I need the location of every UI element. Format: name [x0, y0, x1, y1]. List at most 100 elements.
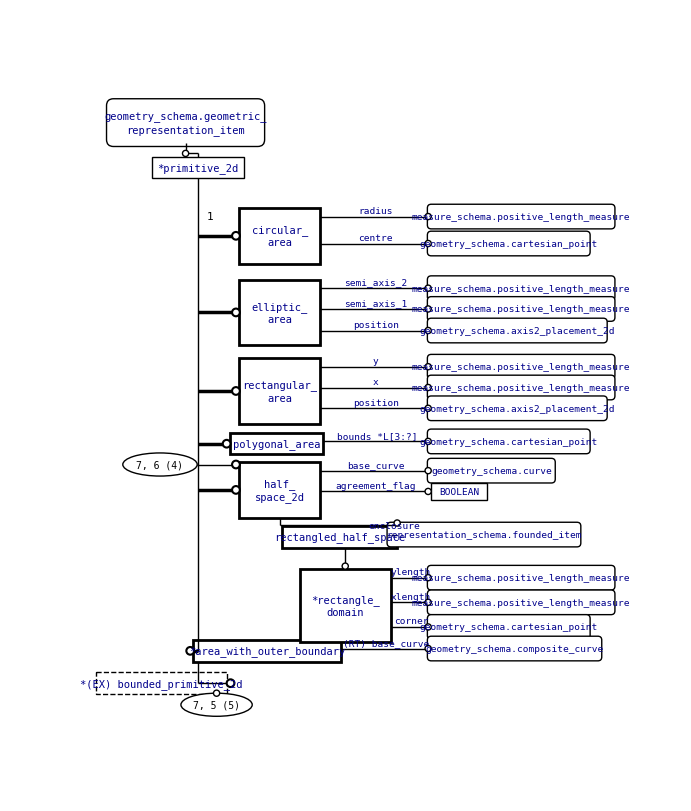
Text: geometry_schema.cartesian_point: geometry_schema.cartesian_point [419, 240, 598, 249]
Text: elliptic_
area: elliptic_ area [252, 302, 308, 324]
FancyBboxPatch shape [427, 298, 615, 322]
Bar [239, 462, 321, 518]
Circle shape [187, 647, 194, 655]
Circle shape [232, 388, 240, 395]
Text: measure_schema.positive_length_measure: measure_schema.positive_length_measure [412, 285, 630, 294]
Text: representation_schema.founded_item: representation_schema.founded_item [386, 530, 582, 539]
FancyBboxPatch shape [427, 375, 615, 401]
Text: ylength: ylength [391, 568, 431, 577]
Text: geometry_schema.geometric_
representation_item: geometry_schema.geometric_ representatio… [104, 111, 267, 135]
Text: geometry_schema.axis2_placement_2d: geometry_schema.axis2_placement_2d [419, 327, 615, 336]
FancyBboxPatch shape [427, 319, 607, 343]
Bar [299, 569, 391, 642]
FancyBboxPatch shape [427, 615, 590, 640]
Circle shape [425, 285, 431, 292]
Circle shape [425, 328, 431, 334]
Text: *primitive_2d: *primitive_2d [158, 163, 238, 174]
FancyBboxPatch shape [427, 397, 607, 421]
Text: half_
space_2d: half_ space_2d [255, 478, 305, 502]
Circle shape [394, 521, 400, 526]
Text: bounds *L[3:?]: bounds *L[3:?] [337, 431, 417, 440]
Text: position: position [353, 398, 399, 407]
Circle shape [182, 151, 189, 157]
Text: measure_schema.positive_length_measure: measure_schema.positive_length_measure [412, 573, 630, 582]
Bar [193, 640, 341, 662]
Bar [239, 208, 321, 264]
Text: measure_schema.positive_length_measure: measure_schema.positive_length_measure [412, 212, 630, 221]
Text: BOOLEAN: BOOLEAN [439, 487, 480, 496]
Text: enclosure: enclosure [368, 521, 420, 530]
Text: measure_schema.positive_length_measure: measure_schema.positive_length_measure [412, 384, 630, 393]
Circle shape [425, 489, 431, 495]
Text: measure_schema.positive_length_measure: measure_schema.positive_length_measure [412, 363, 630, 371]
Circle shape [232, 233, 240, 240]
Text: *(EX) bounded_primitive_2d: *(EX) bounded_primitive_2d [80, 678, 243, 689]
Text: *area_with_outer_boundary: *area_with_outer_boundary [189, 646, 345, 656]
FancyBboxPatch shape [427, 232, 590, 256]
Bar [283, 526, 397, 548]
Text: semi_axis_1: semi_axis_1 [344, 299, 408, 308]
Text: circular_
area: circular_ area [252, 225, 308, 248]
Text: geometry_schema.axis2_placement_2d: geometry_schema.axis2_placement_2d [419, 405, 615, 414]
Text: 7, 6 (4): 7, 6 (4) [137, 460, 184, 470]
Bar [431, 483, 487, 500]
Text: base_curve: base_curve [347, 461, 405, 470]
Circle shape [425, 406, 431, 412]
FancyBboxPatch shape [427, 637, 602, 661]
Circle shape [232, 461, 240, 469]
Circle shape [425, 646, 431, 652]
Bar [108, 104, 263, 144]
Ellipse shape [123, 453, 197, 477]
Text: geometry_schema.composite_curve: geometry_schema.composite_curve [426, 644, 604, 653]
Text: y: y [373, 357, 379, 366]
Bar [229, 433, 323, 455]
Text: measure_schema.positive_length_measure: measure_schema.positive_length_measure [412, 305, 630, 314]
FancyBboxPatch shape [427, 277, 615, 301]
Circle shape [425, 241, 431, 247]
Text: x: x [373, 377, 379, 386]
Circle shape [227, 680, 234, 687]
Circle shape [425, 307, 431, 313]
Circle shape [425, 624, 431, 630]
Circle shape [425, 439, 431, 445]
Text: semi_axis_2: semi_axis_2 [344, 278, 408, 287]
FancyBboxPatch shape [427, 205, 615, 230]
Circle shape [425, 364, 431, 371]
Text: radius: radius [359, 207, 393, 216]
FancyBboxPatch shape [427, 430, 590, 454]
Text: 7, 5 (5): 7, 5 (5) [193, 700, 240, 710]
Bar [239, 281, 321, 345]
Circle shape [425, 575, 431, 581]
FancyBboxPatch shape [106, 100, 265, 148]
Bar [152, 157, 244, 179]
FancyBboxPatch shape [387, 522, 581, 547]
Text: geometry_schema.cartesian_point: geometry_schema.cartesian_point [419, 437, 598, 446]
Ellipse shape [181, 693, 252, 716]
Text: corner: corner [394, 616, 428, 625]
FancyBboxPatch shape [427, 459, 556, 483]
Circle shape [214, 690, 220, 697]
Circle shape [223, 440, 231, 448]
Text: geometry_schema.cartesian_point: geometry_schema.cartesian_point [419, 623, 598, 632]
FancyBboxPatch shape [427, 566, 615, 590]
Text: *rectangle_
domain: *rectangle_ domain [311, 594, 379, 618]
Text: rectangular_
area: rectangular_ area [243, 380, 317, 403]
Text: 1: 1 [207, 212, 214, 221]
Circle shape [232, 487, 240, 494]
Circle shape [232, 309, 240, 317]
FancyBboxPatch shape [427, 355, 615, 380]
Text: centre: centre [359, 234, 393, 242]
Circle shape [425, 214, 431, 221]
Text: xlength: xlength [391, 592, 431, 601]
Text: agreement_flag: agreement_flag [336, 481, 416, 490]
Circle shape [425, 468, 431, 474]
Text: geometry_schema.curve: geometry_schema.curve [431, 466, 551, 475]
Circle shape [425, 385, 431, 391]
Bar [95, 672, 227, 694]
Text: measure_schema.positive_length_measure: measure_schema.positive_length_measure [412, 598, 630, 607]
Circle shape [425, 599, 431, 606]
Text: rectangled_half_space: rectangled_half_space [274, 532, 406, 543]
Text: position: position [353, 320, 399, 329]
FancyBboxPatch shape [427, 590, 615, 615]
Text: polygonal_area: polygonal_area [232, 439, 320, 449]
